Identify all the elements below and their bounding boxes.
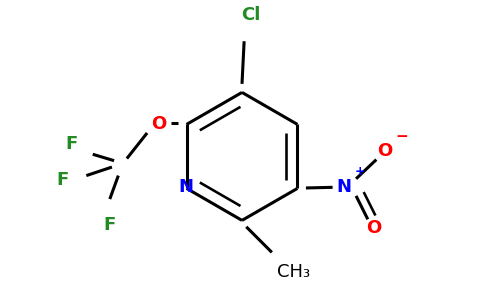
Text: Cl: Cl: [241, 6, 260, 24]
Text: F: F: [65, 135, 77, 153]
Text: O: O: [377, 142, 393, 160]
Text: +: +: [355, 165, 365, 178]
Text: N: N: [337, 178, 352, 196]
Text: F: F: [104, 216, 116, 234]
Text: CH₃: CH₃: [277, 262, 310, 280]
Text: O: O: [151, 116, 166, 134]
Text: F: F: [57, 171, 69, 189]
Text: N: N: [178, 178, 193, 196]
Text: −: −: [395, 129, 408, 144]
Text: O: O: [366, 219, 382, 237]
